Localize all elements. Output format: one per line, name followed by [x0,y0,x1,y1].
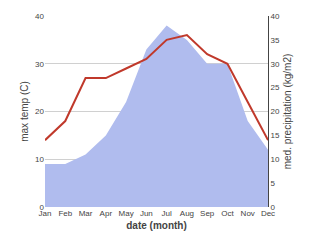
svg-text:40: 40 [271,12,280,21]
svg-text:25: 25 [271,83,280,92]
svg-text:0: 0 [40,203,45,212]
svg-text:10: 10 [271,155,280,164]
svg-text:0: 0 [271,203,276,212]
svg-text:35: 35 [271,36,280,45]
svg-text:5: 5 [271,179,276,188]
svg-text:Jan: Jan [39,209,52,218]
svg-text:40: 40 [35,12,44,21]
svg-text:Jun: Jun [140,209,153,218]
svg-text:med. precipitation (kg/m2): med. precipitation (kg/m2) [282,54,293,170]
svg-text:Jul: Jul [162,209,172,218]
svg-text:Apr: Apr [100,209,113,218]
svg-text:Nov: Nov [241,209,255,218]
svg-text:Mar: Mar [79,209,93,218]
svg-text:May: May [119,209,134,218]
svg-text:10: 10 [35,155,44,164]
svg-text:20: 20 [271,107,280,116]
svg-text:date (month): date (month) [126,220,187,231]
svg-text:15: 15 [271,131,280,140]
svg-text:Oct: Oct [221,209,234,218]
svg-text:max temp (C): max temp (C) [19,81,30,142]
svg-text:Dec: Dec [261,209,275,218]
svg-text:20: 20 [35,107,44,116]
svg-text:Sep: Sep [200,209,215,218]
svg-text:30: 30 [271,60,280,69]
svg-text:Aug: Aug [180,209,194,218]
svg-text:Feb: Feb [58,209,72,218]
svg-text:30: 30 [35,60,44,69]
